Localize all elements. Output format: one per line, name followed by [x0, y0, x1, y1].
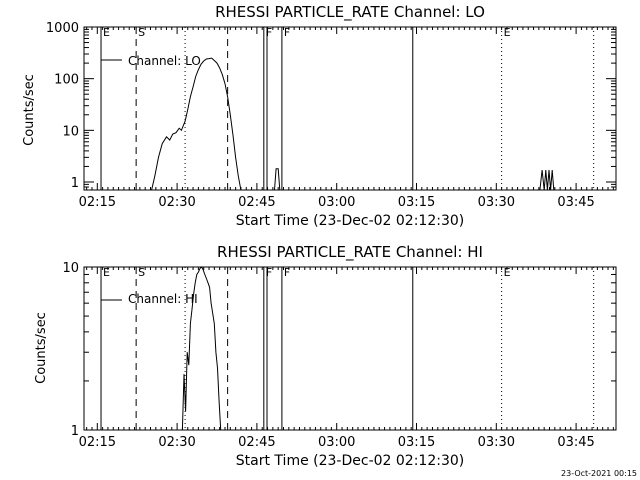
y-tick-label: 10	[62, 124, 79, 139]
x-tick-label: 02:30	[158, 195, 195, 210]
marker-label: F	[266, 266, 272, 279]
y-axis-label: Counts/sec	[22, 74, 37, 146]
panel-lo: RHESSI PARTICLE_RATE Channel: LO Start T…	[22, 3, 617, 229]
series-line	[181, 266, 222, 431]
x-tick-label: 03:30	[478, 435, 515, 450]
plot-frame	[83, 266, 617, 431]
y-tick-label: 100	[54, 73, 79, 88]
x-tick-label: 02:15	[79, 435, 116, 450]
x-axis-label: Start Time (23-Dec-02 02:12:30)	[236, 453, 464, 469]
marker-label: F	[266, 26, 272, 39]
y-tick-label: 10	[62, 261, 79, 276]
x-tick-label: 03:30	[478, 195, 515, 210]
x-tick-label: 03:45	[557, 435, 594, 450]
y-tick-label: 1	[71, 176, 79, 191]
marker-label: S	[138, 266, 145, 279]
x-tick-label: 03:15	[398, 195, 435, 210]
marker-label: E	[103, 26, 110, 39]
marker-label: S	[138, 26, 145, 39]
legend-label: Channel: LO	[128, 54, 201, 68]
x-tick-label: 03:15	[398, 435, 435, 450]
y-tick-label: 1000	[46, 21, 79, 36]
y-axis-label: Counts/sec	[34, 312, 49, 384]
x-axis-label: Start Time (23-Dec-02 02:12:30)	[236, 213, 464, 229]
x-tick-label: 02:30	[158, 435, 195, 450]
series-line	[539, 170, 555, 191]
series-line	[151, 57, 242, 191]
marker-label: E	[504, 266, 511, 279]
series-line	[274, 168, 281, 191]
marker-label: E	[504, 26, 511, 39]
chart-title: RHESSI PARTICLE_RATE Channel: HI	[217, 243, 483, 262]
marker-label: F	[284, 26, 290, 39]
marker-label: F	[284, 266, 290, 279]
x-tick-label: 02:45	[238, 195, 275, 210]
legend-label: Channel: HI	[128, 292, 198, 306]
y-tick-label: 1	[71, 424, 79, 439]
panel-hi: RHESSI PARTICLE_RATE Channel: HI Start T…	[34, 243, 617, 469]
x-tick-label: 02:45	[238, 435, 275, 450]
x-tick-label: 03:00	[318, 195, 355, 210]
plot-frame	[83, 26, 617, 191]
x-tick-label: 02:15	[79, 195, 116, 210]
marker-label: E	[103, 266, 110, 279]
timestamp: 23-Oct-2021 00:15	[561, 469, 637, 478]
chart-title: RHESSI PARTICLE_RATE Channel: LO	[215, 3, 485, 22]
x-tick-label: 03:45	[557, 195, 594, 210]
x-tick-label: 03:00	[318, 435, 355, 450]
